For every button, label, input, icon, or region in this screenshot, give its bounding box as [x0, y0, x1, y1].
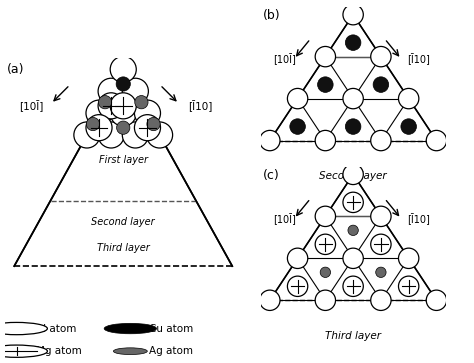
Circle shape [260, 290, 280, 310]
Circle shape [99, 95, 112, 109]
Text: (b): (b) [263, 9, 280, 22]
Circle shape [117, 121, 130, 134]
Text: (a): (a) [7, 64, 25, 77]
Circle shape [371, 234, 391, 254]
Circle shape [399, 248, 419, 269]
Text: Cu atom: Cu atom [149, 323, 193, 334]
Circle shape [116, 77, 130, 91]
Text: Third layer: Third layer [97, 243, 150, 253]
Circle shape [315, 234, 336, 254]
Circle shape [371, 130, 391, 151]
Circle shape [0, 345, 47, 357]
Circle shape [399, 276, 419, 297]
Text: Second layer: Second layer [91, 216, 155, 227]
Circle shape [348, 225, 358, 236]
Text: [Ī10]: [Ī10] [407, 53, 430, 65]
Circle shape [371, 206, 391, 227]
Circle shape [98, 93, 124, 119]
Circle shape [320, 267, 330, 277]
Text: [10Ī]: [10Ī] [273, 213, 296, 225]
Text: [10Ī]: [10Ī] [19, 100, 43, 112]
Circle shape [98, 78, 124, 104]
Circle shape [110, 100, 137, 126]
Text: (c): (c) [263, 169, 279, 182]
Circle shape [343, 248, 363, 269]
Circle shape [86, 117, 100, 131]
Circle shape [346, 35, 361, 50]
Circle shape [343, 4, 363, 25]
Circle shape [426, 130, 447, 151]
Circle shape [287, 89, 308, 109]
Circle shape [0, 322, 47, 335]
Text: First layer: First layer [99, 155, 148, 165]
Circle shape [399, 89, 419, 109]
Text: Al atom: Al atom [36, 323, 76, 334]
Circle shape [315, 290, 336, 310]
Text: [Ī10]: [Ī10] [407, 213, 430, 225]
Circle shape [343, 164, 363, 184]
Circle shape [104, 323, 156, 334]
Text: Ag atom: Ag atom [149, 346, 193, 356]
Text: Third layer: Third layer [325, 331, 381, 341]
Circle shape [86, 115, 112, 141]
Circle shape [146, 122, 173, 148]
Circle shape [315, 130, 336, 151]
Circle shape [147, 117, 160, 131]
Circle shape [122, 78, 148, 104]
Circle shape [135, 100, 161, 126]
Circle shape [110, 56, 137, 82]
Circle shape [373, 77, 389, 92]
Circle shape [371, 290, 391, 310]
Circle shape [287, 276, 308, 297]
Circle shape [343, 276, 363, 297]
Circle shape [110, 93, 137, 119]
Circle shape [113, 348, 147, 355]
Circle shape [401, 119, 417, 134]
Circle shape [343, 89, 363, 109]
Text: Second layer: Second layer [319, 171, 387, 182]
Circle shape [318, 77, 333, 92]
Circle shape [135, 115, 161, 141]
Text: [Ī10]: [Ī10] [189, 100, 213, 112]
Circle shape [346, 119, 361, 134]
Circle shape [287, 248, 308, 269]
Circle shape [86, 100, 112, 126]
Circle shape [315, 206, 336, 227]
Circle shape [74, 122, 100, 148]
Circle shape [290, 119, 305, 134]
Circle shape [135, 95, 148, 109]
Circle shape [343, 192, 363, 213]
Circle shape [122, 122, 148, 148]
Circle shape [98, 122, 124, 148]
Circle shape [371, 46, 391, 67]
Text: Mg atom: Mg atom [36, 346, 82, 356]
Circle shape [260, 130, 280, 151]
Circle shape [426, 290, 447, 310]
Circle shape [376, 267, 386, 277]
Text: [10Ī]: [10Ī] [273, 53, 296, 65]
Circle shape [315, 46, 336, 67]
